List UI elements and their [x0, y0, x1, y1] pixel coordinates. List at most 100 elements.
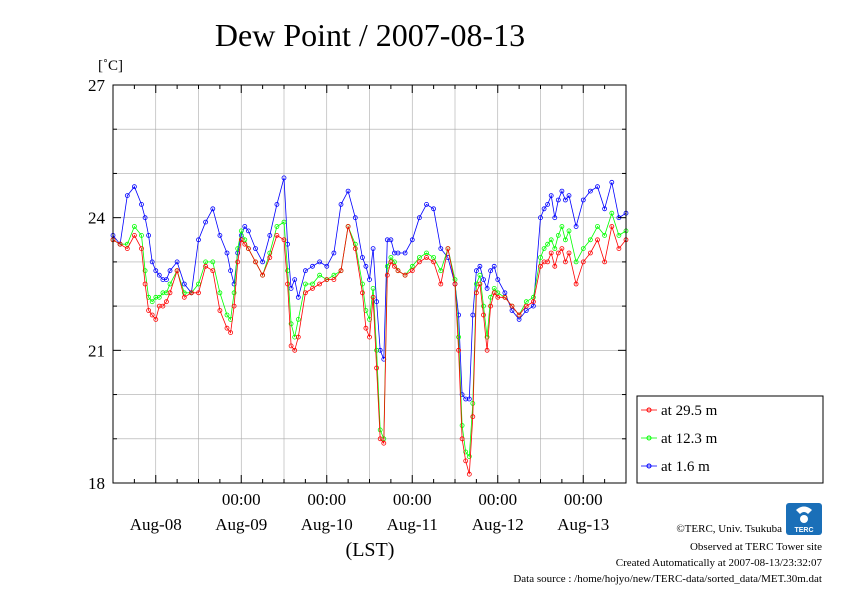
- data-point: [292, 277, 298, 283]
- legend-label: at 29.5 m: [661, 403, 718, 419]
- data-point: [438, 281, 444, 287]
- data-point: [595, 237, 600, 243]
- y-tick-label: 24: [88, 209, 106, 228]
- day-label: Aug-08: [130, 515, 182, 534]
- data-point: [431, 206, 437, 212]
- data-point: [609, 179, 615, 185]
- data-point: [481, 303, 486, 309]
- logo-text: TERC: [794, 527, 813, 534]
- data-point: [538, 263, 543, 269]
- data-point: [424, 201, 429, 207]
- y-ticks: 18 21 24 27: [88, 76, 626, 493]
- data-point: [363, 263, 369, 269]
- data-point: [288, 321, 294, 327]
- data-point: [595, 224, 600, 229]
- x-tick-label: 00:00: [307, 490, 346, 509]
- data-point: [431, 259, 437, 265]
- footer-observed: Observed at TERC Tower site: [690, 541, 822, 553]
- y-tick-label: 18: [88, 474, 105, 493]
- data-point: [367, 334, 372, 340]
- data-point: [438, 268, 444, 274]
- data-point: [484, 285, 490, 291]
- data-point: [224, 250, 230, 256]
- data-point: [281, 175, 287, 181]
- data-point: [146, 232, 152, 238]
- data-point: [288, 343, 294, 349]
- day-label: Aug-09: [215, 515, 267, 534]
- data-point: [563, 197, 568, 203]
- legend-box: [636, 395, 824, 484]
- data-point: [588, 188, 593, 194]
- data-point: [602, 232, 607, 238]
- data-point: [488, 303, 494, 309]
- data-point: [555, 197, 561, 203]
- data-point: [242, 224, 248, 229]
- data-point: [495, 294, 501, 300]
- data-point: [580, 197, 586, 203]
- legend-label: at 12.3 m: [661, 431, 718, 447]
- series-layer: [110, 175, 629, 477]
- data-point: [470, 414, 476, 420]
- data-point: [345, 188, 351, 194]
- data-point: [409, 237, 415, 243]
- data-point: [573, 281, 579, 287]
- data-point: [231, 303, 237, 309]
- data-point: [495, 277, 501, 283]
- data-point: [445, 246, 451, 252]
- data-point: [359, 255, 365, 260]
- data-point: [541, 246, 547, 252]
- data-point: [559, 246, 565, 252]
- data-point: [163, 299, 169, 305]
- data-point: [488, 268, 494, 274]
- data-point: [167, 290, 173, 296]
- data-point: [466, 396, 472, 402]
- data-point: [310, 285, 315, 291]
- data-point: [260, 272, 266, 278]
- legend-marker: [646, 435, 652, 441]
- data-point: [156, 272, 162, 278]
- data-point: [552, 215, 558, 221]
- data-point: [395, 250, 401, 256]
- data-point: [531, 299, 536, 305]
- data-point: [477, 281, 483, 287]
- data-point: [124, 193, 130, 199]
- data-point: [359, 281, 365, 287]
- x-tick-label: 00:00: [393, 490, 432, 509]
- data-point: [338, 268, 344, 274]
- data-point: [523, 303, 529, 309]
- data-point: [167, 268, 173, 274]
- data-point: [139, 246, 144, 252]
- data-point: [463, 449, 469, 455]
- data-point: [541, 259, 547, 265]
- data-point: [545, 241, 550, 247]
- data-point: [395, 268, 401, 274]
- footer-created: Created Automatically at 2007-08-13/23:3…: [616, 557, 823, 569]
- data-point: [374, 347, 380, 353]
- data-point: [267, 232, 273, 238]
- data-point: [548, 237, 554, 243]
- legend: at 29.5 m at 12.3 m at 1.6 m: [636, 395, 824, 484]
- series-line: [112, 211, 627, 458]
- data-point: [370, 285, 376, 291]
- data-point: [438, 246, 444, 252]
- data-point: [345, 224, 351, 229]
- data-point: [580, 259, 586, 265]
- data-point: [573, 259, 579, 265]
- data-point: [188, 290, 194, 296]
- data-point: [285, 268, 291, 274]
- data-point: [548, 250, 554, 256]
- data-point: [391, 263, 397, 269]
- legend-label: at 1.6 m: [661, 459, 710, 475]
- data-point: [295, 334, 301, 340]
- data-point: [588, 237, 593, 243]
- data-point: [149, 312, 155, 318]
- data-point: [388, 259, 394, 265]
- y-tick-label: 27: [88, 76, 106, 95]
- data-point: [491, 290, 497, 296]
- data-point: [609, 224, 615, 229]
- data-point: [555, 232, 561, 238]
- data-point: [466, 471, 472, 477]
- logo-wave-icon: [796, 506, 812, 514]
- data-point: [142, 268, 148, 274]
